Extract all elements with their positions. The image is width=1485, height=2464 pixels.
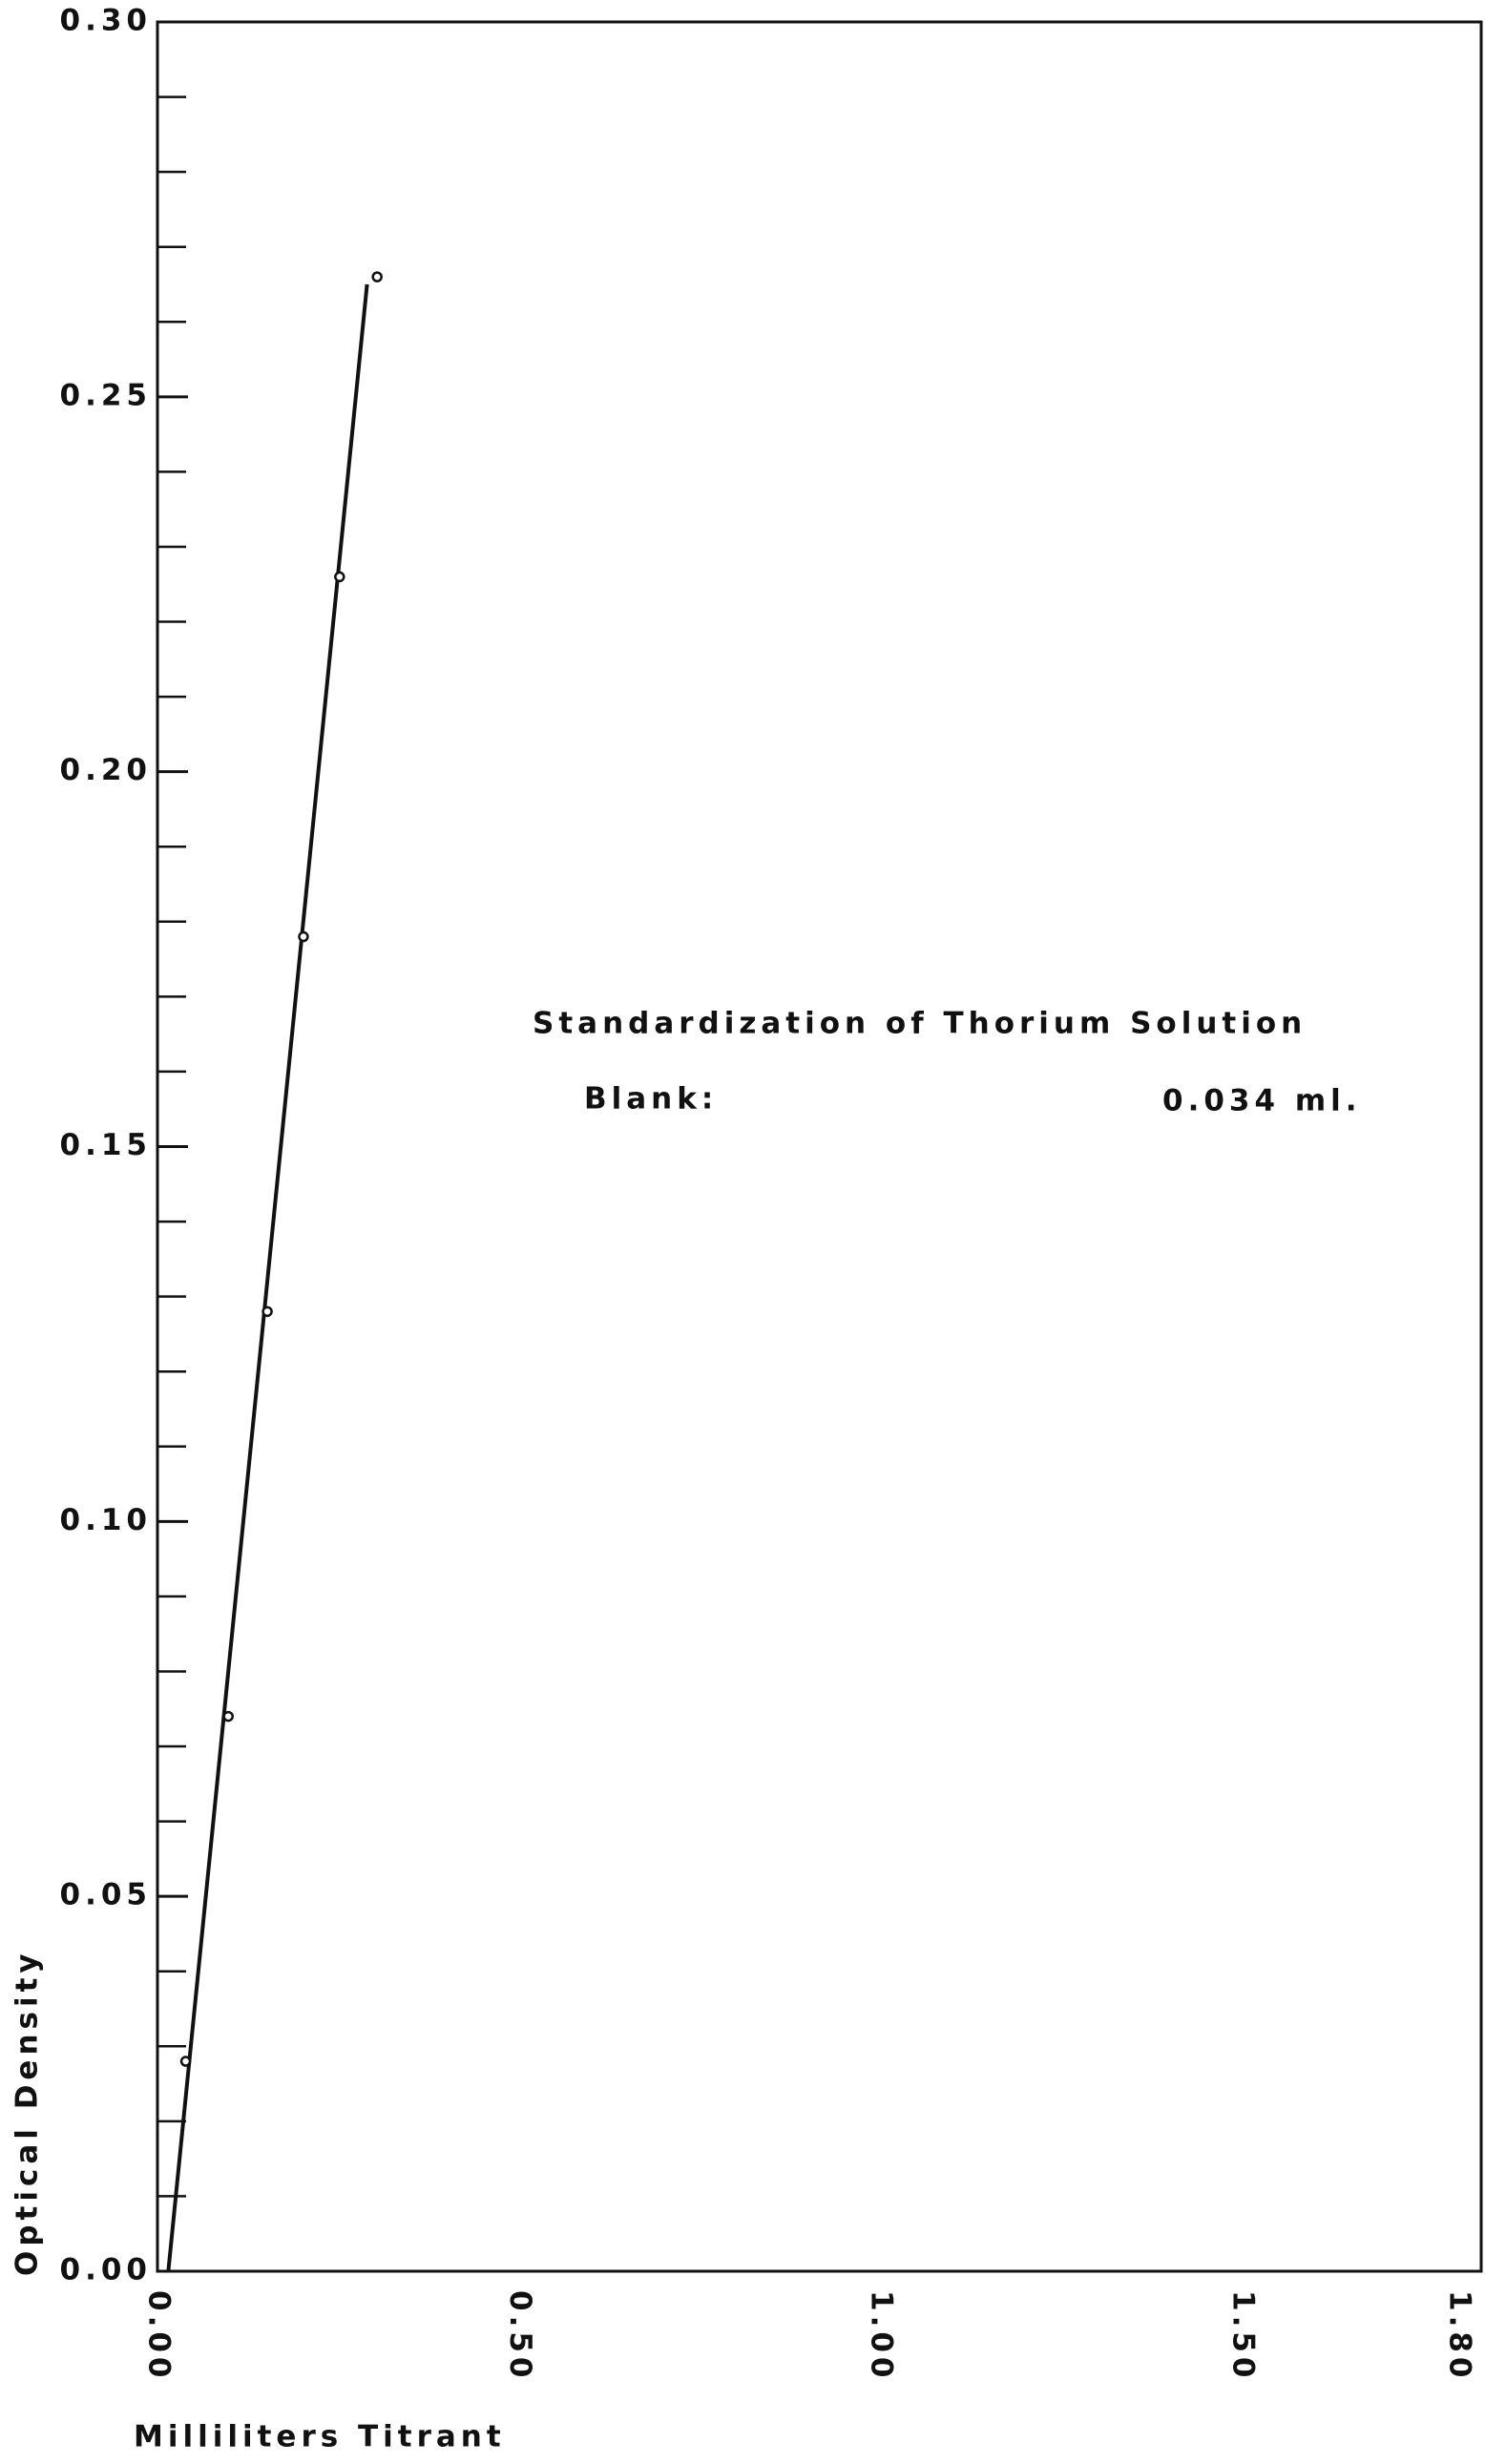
y-tick-label: 0.30 <box>60 4 153 38</box>
y-tick-label: 0.10 <box>60 1503 153 1537</box>
annotation: Blank: <box>584 1082 718 1117</box>
plot-frame <box>156 20 1483 2273</box>
y-tick-label: 0.00 <box>60 2253 153 2287</box>
annotation: 0.034 ml. <box>1162 1084 1362 1118</box>
data-point <box>179 2056 192 2067</box>
x-tick-label: 0.50 <box>503 2290 537 2383</box>
x-tick-label: 1.50 <box>1225 2290 1260 2383</box>
data-point <box>222 1710 234 1723</box>
fit-line <box>166 283 369 2272</box>
data-point <box>371 271 383 282</box>
data-point <box>261 1305 273 1318</box>
y-axis-label: Optical Density <box>10 1949 45 2276</box>
data-point <box>334 571 345 583</box>
annotation: Standardization of Thorium Solution <box>533 1007 1307 1041</box>
x-tick-label: 1.80 <box>1443 2290 1477 2383</box>
y-tick-label: 0.20 <box>60 753 153 787</box>
x-tick-label: 1.00 <box>865 2290 899 2383</box>
y-tick-label: 0.15 <box>60 1128 153 1162</box>
y-tick-label: 0.05 <box>60 1878 153 1912</box>
data-point <box>298 930 309 943</box>
x-tick-label: 0.00 <box>142 2290 177 2383</box>
x-axis-label: Milliliters Titrant <box>134 2420 506 2454</box>
y-tick-label: 0.25 <box>60 378 153 412</box>
